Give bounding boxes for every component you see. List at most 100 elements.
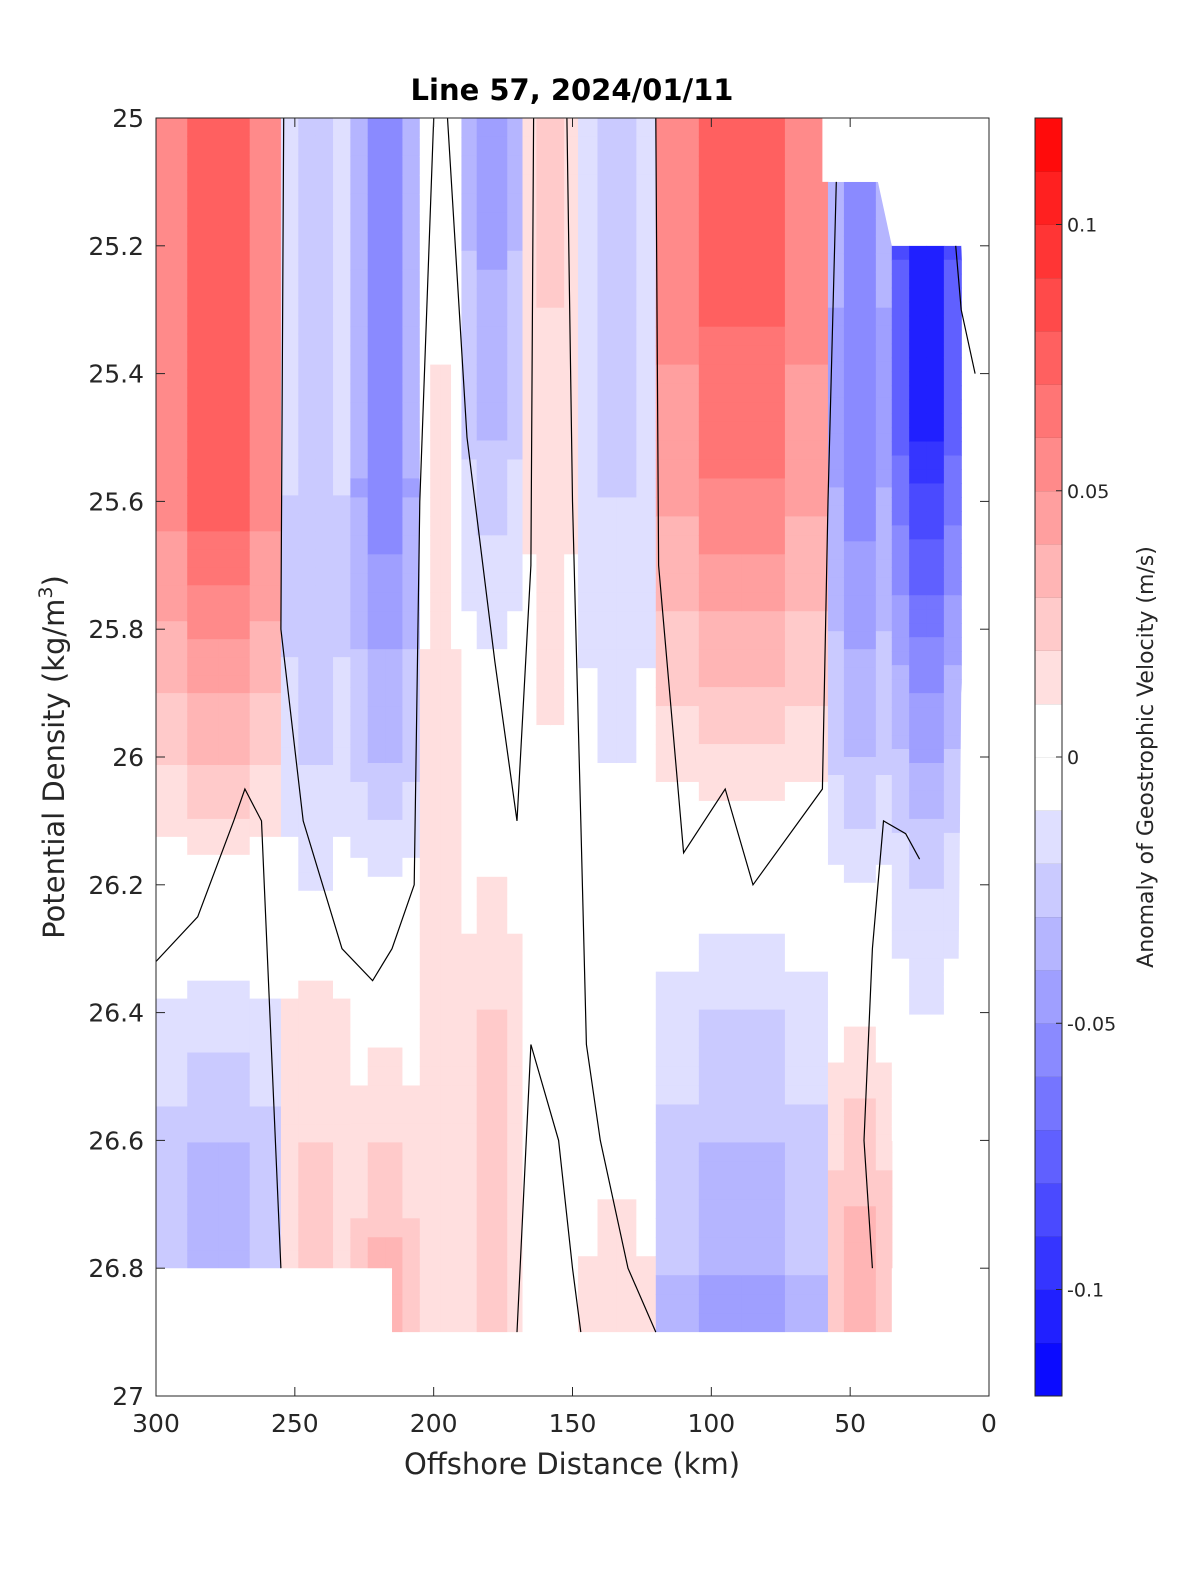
heatmap-cell xyxy=(315,1250,334,1269)
heatmap-cell xyxy=(249,1232,282,1251)
heatmap-cell xyxy=(476,800,493,821)
colorbar-segment xyxy=(1035,1129,1062,1184)
heatmap-cell xyxy=(430,364,442,385)
heatmap-cell xyxy=(550,155,565,176)
heatmap-cell xyxy=(891,832,910,848)
colorbar-segment xyxy=(1035,331,1062,385)
heatmap-cell xyxy=(385,193,404,214)
heatmap-cell xyxy=(827,433,845,453)
heatmap-cell xyxy=(564,516,579,536)
heatmap-cell xyxy=(402,516,421,536)
heatmap-cell xyxy=(218,854,251,874)
heatmap-cell xyxy=(522,1275,538,1295)
heatmap-cell xyxy=(578,819,599,840)
heatmap-cell xyxy=(536,800,551,821)
heatmap-cell xyxy=(578,630,599,650)
heatmap-cell xyxy=(536,1313,551,1333)
heatmap-cell xyxy=(943,958,962,974)
heatmap-cell xyxy=(698,193,743,214)
heatmap-cell xyxy=(564,174,579,195)
heatmap-cell xyxy=(298,782,317,802)
heatmap-cell xyxy=(636,1161,657,1181)
heatmap-cell xyxy=(507,269,524,290)
heatmap-cell xyxy=(249,369,282,389)
heatmap-cell xyxy=(616,725,637,745)
heatmap-cell xyxy=(843,1296,861,1315)
heatmap-cell xyxy=(827,577,845,596)
heatmap-cell xyxy=(909,469,928,485)
heatmap-cell xyxy=(597,1275,618,1295)
heatmap-cell xyxy=(461,573,478,593)
zero-contour xyxy=(955,245,976,374)
heatmap-cell xyxy=(891,1084,910,1100)
heatmap-cell xyxy=(827,828,845,848)
heatmap-cell xyxy=(461,838,478,859)
heatmap-cell xyxy=(187,729,220,748)
heatmap-cell xyxy=(280,1034,299,1054)
heatmap-cell xyxy=(315,279,334,299)
heatmap-cell xyxy=(491,990,508,1011)
heatmap-cell xyxy=(564,136,579,157)
heatmap-cell xyxy=(419,1218,431,1238)
heatmap-cell xyxy=(367,971,386,992)
heatmap-cell xyxy=(578,781,599,802)
heatmap-cell xyxy=(419,478,431,499)
heatmap-cell xyxy=(550,687,565,707)
heatmap-cell xyxy=(891,776,910,792)
heatmap-cell xyxy=(491,554,508,574)
heatmap-cell xyxy=(350,1028,369,1049)
heatmap-cell xyxy=(926,1126,945,1141)
heatmap-cell xyxy=(187,1178,220,1197)
heatmap-cell xyxy=(536,611,551,631)
heatmap-cell xyxy=(891,972,910,988)
heatmap-cell xyxy=(419,1275,431,1295)
heatmap-cell xyxy=(859,1206,877,1225)
heatmap-cell xyxy=(536,1104,551,1125)
heatmap-cell xyxy=(298,711,317,730)
heatmap-cell xyxy=(419,1199,431,1219)
heatmap-cell xyxy=(491,1199,508,1219)
heatmap-cell xyxy=(350,1104,369,1125)
heatmap-cell xyxy=(333,764,351,784)
heatmap-cell xyxy=(367,990,386,1011)
heatmap-cell xyxy=(298,261,317,281)
heatmap-cell xyxy=(522,155,538,176)
heatmap-cell xyxy=(218,962,251,982)
heatmap-cell xyxy=(249,118,282,137)
heatmap-cell xyxy=(843,433,861,453)
heatmap-cell xyxy=(550,402,565,423)
heatmap-cell xyxy=(616,895,637,916)
colorbar-segment xyxy=(1035,437,1062,492)
heatmap-cell xyxy=(636,383,657,404)
heatmap-cell xyxy=(875,1314,893,1333)
heatmap-cell xyxy=(550,1294,565,1314)
heatmap-cell xyxy=(350,800,369,821)
heatmap-cell xyxy=(741,231,786,252)
heatmap-cell xyxy=(875,577,893,596)
heatmap-cell xyxy=(249,1070,282,1090)
heatmap-cell xyxy=(843,1116,861,1136)
heatmap-cell xyxy=(385,136,404,157)
heatmap-cell xyxy=(451,1104,463,1125)
heatmap-cell xyxy=(507,1142,524,1162)
heatmap-cell xyxy=(784,895,829,916)
heatmap-cell xyxy=(616,193,637,214)
heatmap-cell xyxy=(909,315,928,331)
heatmap-cell xyxy=(507,706,524,726)
heatmap-cell xyxy=(859,954,877,974)
heatmap-cell xyxy=(564,687,579,707)
heatmap-cell xyxy=(522,1009,538,1030)
heatmap-cell xyxy=(315,1034,334,1054)
heatmap-cell xyxy=(859,613,877,632)
heatmap-cell xyxy=(491,895,508,916)
heatmap-cell xyxy=(891,287,910,303)
heatmap-cell xyxy=(350,1142,369,1162)
heatmap-cell xyxy=(440,819,452,840)
heatmap-cell xyxy=(943,1056,962,1072)
heatmap-cell xyxy=(367,193,386,214)
heatmap-cell xyxy=(564,1294,579,1314)
heatmap-cell xyxy=(843,307,861,327)
heatmap-cell xyxy=(491,307,508,328)
heatmap-cell xyxy=(430,744,442,764)
heatmap-cell xyxy=(315,764,334,784)
